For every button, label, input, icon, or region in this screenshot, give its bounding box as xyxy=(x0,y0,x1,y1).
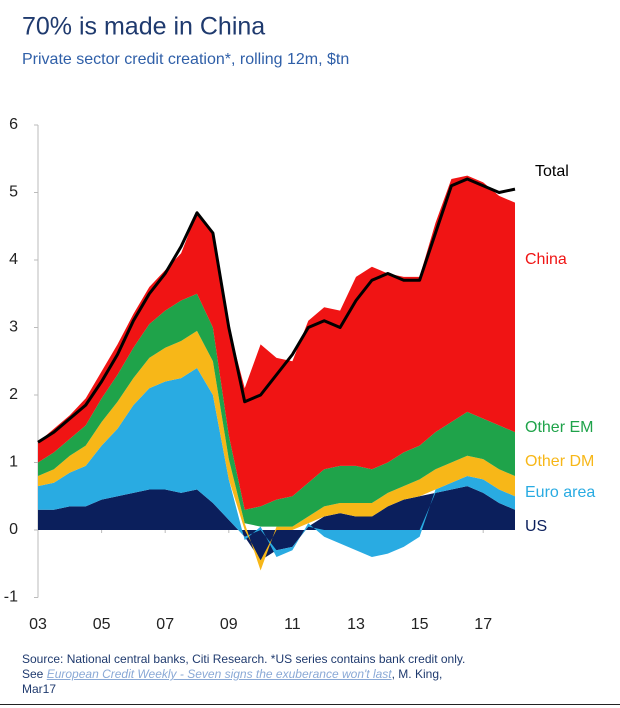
area xyxy=(38,368,515,557)
area xyxy=(38,486,515,561)
x-tick-label: 13 xyxy=(347,616,365,633)
x-tick-label: 05 xyxy=(93,616,111,633)
source-note: Source: National central banks, Citi Res… xyxy=(22,652,466,666)
see-note: See European Credit Weekly - Seven signs… xyxy=(22,667,612,682)
y-tick-label: 2 xyxy=(9,386,18,403)
x-tick-label: 15 xyxy=(411,616,429,633)
chart: 70% is made in China Private sector cred… xyxy=(4,13,596,634)
author: , M. King, xyxy=(391,667,443,681)
area xyxy=(38,293,515,527)
legend-label: Euro area xyxy=(525,484,595,501)
x-tick-label: 07 xyxy=(156,616,174,633)
x-tick-label: 03 xyxy=(29,616,47,633)
x-tick-label: 17 xyxy=(474,616,492,633)
y-tick-label: -1 xyxy=(4,589,18,606)
total-line xyxy=(37,177,516,444)
legend-label: Other DM xyxy=(525,453,594,470)
y-tick-label: 4 xyxy=(9,251,18,268)
legend-label: Total xyxy=(535,163,569,180)
y-tick-label: 0 xyxy=(9,521,18,538)
area xyxy=(38,175,515,510)
legend-label: Other EM xyxy=(525,419,593,436)
footnotes: Source: National central banks, Citi Res… xyxy=(22,652,612,697)
y-tick-label: 6 xyxy=(9,116,18,133)
legend-label: US xyxy=(525,518,547,535)
chart-title: 70% is made in China xyxy=(22,13,265,41)
see: See xyxy=(22,667,44,681)
y-tick-label: 5 xyxy=(9,184,18,201)
date-note: Mar17 xyxy=(22,682,57,696)
x-tick-label: 11 xyxy=(284,616,301,633)
x-tick-label: 09 xyxy=(220,616,238,633)
bottom-rule xyxy=(0,704,620,705)
legend-label: China xyxy=(525,251,567,268)
y-tick-label: 3 xyxy=(9,319,18,336)
chart-subtitle: Private sector credit creation*, rolling… xyxy=(22,51,349,68)
y-tick-label: 1 xyxy=(9,454,18,471)
link[interactable]: European Credit Weekly - Seven signs the… xyxy=(46,667,392,681)
